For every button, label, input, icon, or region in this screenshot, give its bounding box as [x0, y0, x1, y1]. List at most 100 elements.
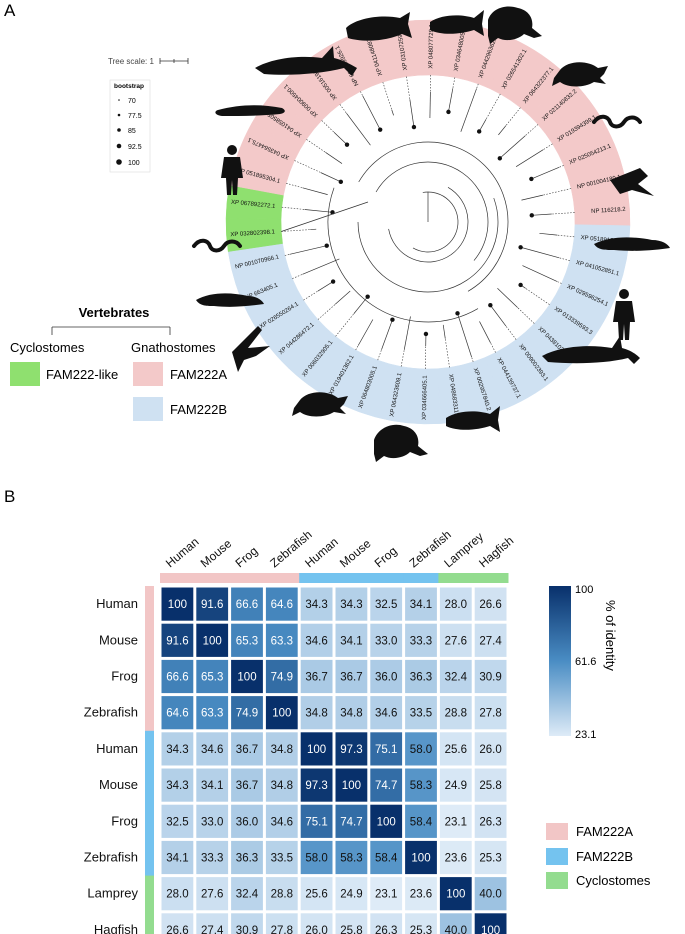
tree-branch: [539, 232, 558, 236]
heatmap-value: 66.6: [166, 672, 188, 684]
heatmap-value: 23.1: [445, 816, 467, 828]
tree-arc: [357, 197, 499, 293]
bootstrap-node: [497, 156, 503, 161]
heatmap-cell: [300, 587, 333, 621]
heatmap-value: 25.6: [445, 744, 467, 756]
leaf-leader: [505, 107, 521, 126]
heatmap-cell: [161, 587, 194, 621]
heatmap-value: 26.0: [305, 925, 327, 934]
row-group-bar: [145, 767, 154, 804]
tree-branch: [442, 324, 446, 339]
heatmap-cell: [474, 732, 507, 766]
legend-cyclostomes: Cyclostomes: [10, 340, 85, 355]
leaf-leader: [406, 76, 411, 100]
heatmap-cell: [405, 877, 437, 911]
leaf-leader: [557, 234, 575, 238]
bootstrap-node: [365, 294, 370, 299]
tree-arc: [375, 161, 489, 261]
heatmap-cell: [231, 696, 263, 730]
heatmap-cell: [405, 659, 437, 694]
heatmap-value: 34.8: [271, 780, 293, 792]
heatmap-value: 34.8: [305, 708, 327, 720]
tree-branch: [333, 131, 348, 145]
row-group-bar: [145, 622, 154, 659]
heatmap-cell: [405, 696, 437, 730]
leaf-label: XP 034666405.1: [422, 375, 429, 420]
heatmap-cell: [370, 696, 403, 730]
row-label: Lamprey: [87, 886, 138, 901]
tree-branch: [522, 265, 558, 282]
heatmap-cell: [231, 840, 263, 875]
leaf-leader: [558, 165, 564, 168]
heatmap-cell: [335, 696, 368, 730]
legend-swatch-fam222b: [133, 397, 163, 421]
heatmap-value: 91.6: [201, 599, 223, 611]
tree-arc: [327, 187, 479, 323]
column-group-bar: [194, 573, 231, 583]
heatmap-cell: [335, 804, 368, 838]
column-group-bar: [368, 573, 405, 583]
tree-branch: [403, 316, 411, 350]
heatmap-value: 36.7: [305, 672, 327, 684]
heatmap-cell: [439, 623, 472, 657]
human-icon: [221, 145, 243, 195]
heatmap-cell: [335, 659, 368, 694]
heatmap-cell: [439, 696, 472, 730]
row-group-bar: [145, 694, 154, 732]
heatmap-cell: [405, 840, 437, 875]
tree-branch: [531, 213, 552, 216]
bootstrap-value: 77.5: [128, 113, 142, 120]
leaf-leader: [382, 82, 393, 110]
heatmap-cell: [335, 732, 368, 766]
heatmap-cell: [265, 840, 298, 875]
heatmap-cell: [439, 804, 472, 838]
heatmap-cell: [231, 804, 263, 838]
heatmap-value: 28.8: [271, 889, 293, 901]
group-legend-fam222b: FAM222B: [576, 849, 633, 864]
leaf-leader: [317, 304, 336, 320]
tree-branch: [498, 125, 507, 136]
legend-title: Vertebrates: [79, 305, 150, 320]
heatmap-value: 27.4: [201, 925, 224, 934]
heatmap-value: 32.4: [236, 889, 259, 901]
tree-branch: [362, 95, 381, 130]
heatmap-value: 100: [168, 599, 187, 611]
heatmap-value: 23.6: [445, 853, 467, 865]
panel-b-label: B: [4, 487, 15, 506]
leaf-leader: [294, 160, 321, 173]
heatmap-cell: [474, 659, 507, 694]
column-group-bar: [473, 573, 509, 583]
heatmap-value: 34.8: [271, 744, 293, 756]
legend-swatch-fam222-like: [10, 362, 40, 386]
heatmap-value: 58.0: [410, 744, 432, 756]
heatmap-cell: [161, 804, 194, 838]
colorbar-max: 100: [575, 584, 593, 596]
row-label: Human: [96, 596, 138, 611]
tree-branch: [325, 151, 343, 164]
heatmap-value: 25.3: [479, 853, 501, 865]
heatmap-value: 100: [377, 816, 396, 828]
heatmap-cell: [370, 768, 403, 802]
heatmap-value: 36.3: [236, 853, 258, 865]
heatmap-cell: [370, 659, 403, 694]
panel-a-label: A: [4, 1, 16, 20]
leaf-leader: [505, 325, 517, 340]
bootstrap-legend: bootstrap 70 77.5 85 92.5 100: [109, 79, 151, 173]
heatmap-cell: [196, 732, 229, 766]
heatmap-value: 28.8: [445, 708, 467, 720]
column-group-bar: [299, 573, 335, 583]
heatmap-value: 97.3: [305, 780, 327, 792]
heatmap-value: 25.6: [305, 889, 327, 901]
heatmap-cell: [196, 804, 229, 838]
heatmap-value: 34.6: [305, 635, 327, 647]
heatmap-cell: [300, 659, 333, 694]
heatmap-cell: [335, 913, 368, 934]
heatmap-cell: [474, 877, 507, 911]
heatmap-value: 58.3: [340, 853, 362, 865]
tree-arc: [388, 187, 469, 263]
group-legend-fam222a: FAM222A: [576, 824, 633, 839]
heatmap-value: 34.1: [201, 780, 223, 792]
bootstrap-node: [338, 179, 344, 185]
bootstrap-node: [518, 282, 523, 288]
heatmap-cell: [405, 623, 437, 657]
